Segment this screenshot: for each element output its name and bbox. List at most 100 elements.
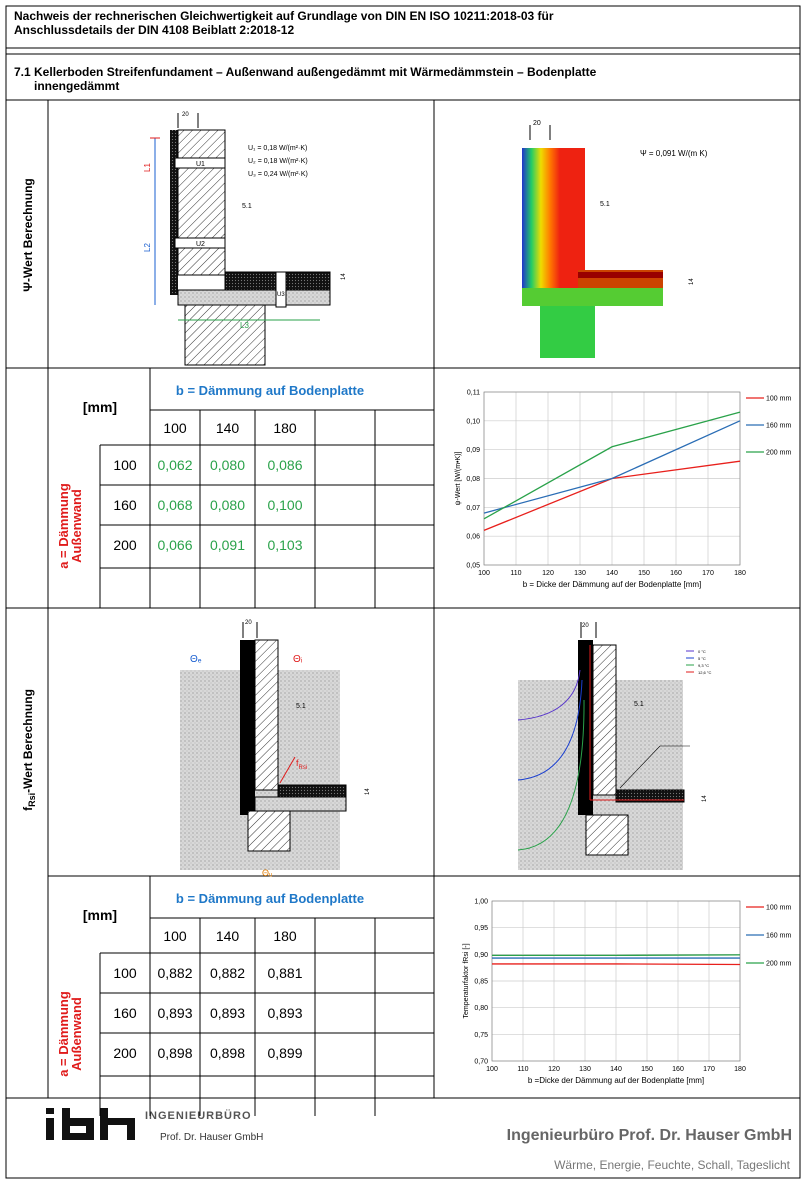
thermal-drawing xyxy=(522,125,663,358)
detail-drawing xyxy=(180,622,346,870)
row-label: 100 xyxy=(113,457,137,473)
column-label: 100 xyxy=(163,420,187,436)
item-label: 5.1 xyxy=(634,701,644,708)
row-label: 100 xyxy=(113,965,137,981)
side-label: Ψ-Wert Berechnung xyxy=(21,178,35,292)
u-value: U₂ = 0,18 W/(m²·K) xyxy=(248,158,308,165)
x-tick-label: 170 xyxy=(702,570,714,577)
x-tick-label: 170 xyxy=(703,1066,715,1073)
section-title: 7.1 Kellerboden Streifenfundament – Auße… xyxy=(14,65,597,79)
column-label: 100 xyxy=(163,928,187,944)
table-value: 0,100 xyxy=(267,497,302,513)
theta-label: Θₑ xyxy=(190,654,202,665)
y-tick-label: 0,08 xyxy=(466,476,480,483)
table-unit: [mm] xyxy=(83,399,117,415)
x-tick-label: 140 xyxy=(610,1066,622,1073)
side-label-rest: -Wert Berechnung xyxy=(21,689,35,793)
column-label: 180 xyxy=(273,928,297,944)
legend-label: 200 mm xyxy=(766,450,791,457)
page: Nachweis der rechnerischen Gleichwertigk… xyxy=(0,0,802,1181)
column-header: b = Dämmung auf Bodenplatte xyxy=(176,383,364,398)
x-tick-label: 130 xyxy=(579,1066,591,1073)
logo-text: Prof. Dr. Hauser GmbH xyxy=(160,1132,263,1143)
title: Anschlussdetails der DIN 4108 Beiblatt 2… xyxy=(14,23,294,37)
x-tick-label: 150 xyxy=(638,570,650,577)
isotherm-label: 0 °C xyxy=(698,649,706,654)
table-value: 0,086 xyxy=(267,457,302,473)
logo-text: INGENIEURBÜRO xyxy=(145,1109,252,1122)
y-tick-label: 0,10 xyxy=(466,418,480,425)
section-title: innengedämmt xyxy=(34,79,119,93)
x-tick-label: 140 xyxy=(606,570,618,577)
frsi-sub: Rsi xyxy=(299,765,308,771)
table-value: 0,882 xyxy=(210,965,245,981)
line-series xyxy=(492,955,740,956)
column-label: 140 xyxy=(216,928,240,944)
x-tick-label: 150 xyxy=(641,1066,653,1073)
dimension: 14 xyxy=(689,278,695,285)
row-label: 160 xyxy=(113,1005,137,1021)
item-label: 5.1 xyxy=(296,703,306,710)
table-value: 0,080 xyxy=(210,497,245,513)
psi-value: Ψ = 0,091 W/(m K) xyxy=(640,149,708,158)
x-tick-label: 100 xyxy=(478,570,490,577)
logo xyxy=(46,1108,135,1140)
line-series xyxy=(492,964,740,965)
row-header: Außenwand xyxy=(69,997,84,1071)
table-value: 0,080 xyxy=(210,457,245,473)
y-tick-label: 0,09 xyxy=(466,447,480,454)
table-value: 0,882 xyxy=(157,965,192,981)
legend-label: 160 mm xyxy=(766,423,791,430)
table-value: 0,899 xyxy=(267,1045,302,1061)
side-label-sub: Rsi xyxy=(27,793,37,807)
y-tick-label: 0,75 xyxy=(474,1032,488,1039)
table-value: 0,066 xyxy=(157,537,192,553)
table-value: 0,898 xyxy=(157,1045,192,1061)
row-header: Außenwand xyxy=(69,489,84,563)
arrow-label: U2 xyxy=(196,241,205,248)
y-tick-label: 0,95 xyxy=(474,925,488,932)
y-tick-label: 0,70 xyxy=(474,1059,488,1066)
isotherm-label: 12,6 °C xyxy=(698,670,711,675)
column-label: 180 xyxy=(273,420,297,436)
legend-label: 100 mm xyxy=(766,396,791,403)
dimension: 20 xyxy=(582,623,589,629)
y-tick-label: 0,85 xyxy=(474,979,488,986)
thermal-drawing xyxy=(518,622,694,870)
y-tick-label: 0,07 xyxy=(466,505,480,512)
u-value: U₁ = 0,18 W/(m²·K) xyxy=(248,145,307,152)
legend-label: 100 mm xyxy=(766,905,791,912)
x-tick-label: 160 xyxy=(672,1066,684,1073)
frame xyxy=(6,6,800,1178)
length-label: L2 xyxy=(143,243,152,252)
column-header: b = Dämmung auf Bodenplatte xyxy=(176,891,364,906)
isotherm-label: 5 °C xyxy=(698,656,706,661)
y-axis-label: Temperaturfaktor fRsi [-] xyxy=(463,943,470,1018)
x-axis-label: b =Dicke der Dämmung auf der Bodenplatte… xyxy=(528,1076,704,1085)
y-tick-label: 0,06 xyxy=(466,534,480,541)
y-axis-label: ψ-Wert [W/(m•K)] xyxy=(455,451,462,505)
dimension: 14 xyxy=(365,788,371,795)
table-value: 0,062 xyxy=(157,457,192,473)
x-tick-label: 180 xyxy=(734,1066,746,1073)
table-value: 0,068 xyxy=(157,497,192,513)
table-value: 0,893 xyxy=(267,1005,302,1021)
x-tick-label: 180 xyxy=(734,570,746,577)
length-label: L1 xyxy=(143,163,152,172)
tagline: Wärme, Energie, Feuchte, Schall, Tagesli… xyxy=(554,1158,791,1172)
table-value: 0,893 xyxy=(210,1005,245,1021)
x-tick-label: 100 xyxy=(486,1066,498,1073)
table-value: 0,091 xyxy=(210,537,245,553)
x-tick-label: 110 xyxy=(510,570,521,577)
company: Ingenieurbüro Prof. Dr. Hauser GmbH xyxy=(507,1127,792,1144)
legend-label: 160 mm xyxy=(766,933,791,940)
x-tick-label: 160 xyxy=(670,570,682,577)
dimension: 14 xyxy=(702,795,708,802)
table-unit: [mm] xyxy=(83,907,117,923)
title: Nachweis der rechnerischen Gleichwertigk… xyxy=(14,9,554,23)
column-label: 140 xyxy=(216,420,240,436)
y-tick-label: 0,90 xyxy=(474,952,488,959)
table-value: 0,881 xyxy=(267,965,302,981)
row-label: 160 xyxy=(113,497,137,513)
x-tick-label: 120 xyxy=(542,570,554,577)
